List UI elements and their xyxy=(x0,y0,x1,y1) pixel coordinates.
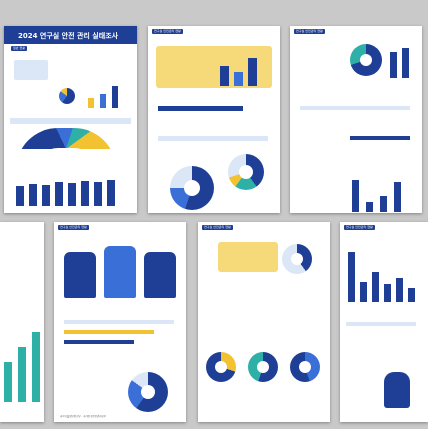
progress-row xyxy=(158,136,268,141)
infographic-page-5: 연구실 안전관리 현황 과학기술정보통신부 · 국가연구안전관리본부 xyxy=(54,222,186,422)
infographic-page-3: 연구실 안전관리 현황 xyxy=(290,26,422,213)
flask-3 xyxy=(144,252,176,298)
flask-illustration xyxy=(384,372,410,408)
hbar-row xyxy=(350,136,410,140)
section-1-illustration xyxy=(14,60,48,80)
bar xyxy=(366,202,373,212)
page-header: 연구실 안전관리 현황 xyxy=(152,29,183,34)
top-bars xyxy=(346,242,426,302)
bar xyxy=(220,66,229,86)
hbar-row xyxy=(64,320,174,324)
bar xyxy=(248,58,257,86)
page-header: 연구실 안전관리 현황 xyxy=(294,29,325,34)
infographic-page-7: 연구실 안전관리 현황 xyxy=(340,222,428,422)
bar xyxy=(81,181,89,206)
gauge-hole xyxy=(291,253,303,265)
section-2-band xyxy=(10,118,131,124)
speech-bubble xyxy=(218,242,278,272)
survey-tag: 일반 현황 xyxy=(11,46,27,51)
title-banner xyxy=(4,26,137,44)
bar xyxy=(16,186,24,206)
bar xyxy=(348,252,355,302)
bar xyxy=(396,278,403,302)
bar xyxy=(42,185,50,206)
bar xyxy=(100,94,106,108)
flask-1 xyxy=(64,252,96,298)
main-title: 2024 연구실 안전 관리 실태조사 xyxy=(18,32,119,40)
infographic-page-1: 2024 연구실 안전 관리 실태조사 일반 현황 xyxy=(4,26,137,213)
bar xyxy=(408,288,415,302)
bar xyxy=(94,182,102,206)
donut-1-hole xyxy=(215,361,227,373)
bar xyxy=(112,86,118,108)
bar xyxy=(384,284,391,302)
hbar-row xyxy=(64,330,154,334)
hbar-row xyxy=(300,106,410,110)
section-1-pie xyxy=(59,88,75,104)
section-2-half-hole xyxy=(36,148,96,170)
bar xyxy=(394,182,401,212)
flask-2 xyxy=(104,246,136,298)
bar xyxy=(352,180,359,212)
infographic-page-6: 연구실 안전관리 현황 xyxy=(198,222,330,422)
section-1-bars xyxy=(84,84,129,108)
infographic-page-2: 연구실 안전관리 현황 xyxy=(148,26,280,213)
footer-logo: 과학기술정보통신부 · 국가연구안전관리본부 xyxy=(60,415,107,418)
bar xyxy=(234,72,243,86)
infographic-page-4 xyxy=(0,222,44,422)
hbar-row xyxy=(64,340,134,344)
bar xyxy=(32,332,40,402)
bottom-donut-hole xyxy=(141,385,155,399)
bar xyxy=(55,182,63,206)
donut-2-hole xyxy=(257,361,269,373)
stacked-bars xyxy=(0,322,44,402)
bar xyxy=(402,48,409,78)
bar xyxy=(107,180,115,206)
bar xyxy=(380,196,387,212)
right-donut-hole xyxy=(239,165,253,179)
hbar-row xyxy=(346,322,416,326)
bottom-donut-hole xyxy=(184,180,200,196)
page-header: 연구실 안전관리 현황 xyxy=(58,225,89,230)
bottom-bars xyxy=(350,176,416,212)
top-right-bars xyxy=(388,46,418,78)
donut-3-hole xyxy=(299,361,311,373)
section-3-bars xyxy=(14,176,129,206)
bar xyxy=(4,362,12,402)
bar xyxy=(18,347,26,402)
page-header: 연구실 안전관리 현황 xyxy=(202,225,233,230)
bar xyxy=(29,184,37,206)
top-bars xyxy=(218,52,268,86)
progress-row xyxy=(158,106,243,111)
bar xyxy=(88,98,94,108)
page-header: 연구실 안전관리 현황 xyxy=(344,225,375,230)
bar xyxy=(372,272,379,302)
bar xyxy=(390,52,397,78)
bar xyxy=(68,183,76,206)
bar xyxy=(360,282,367,302)
top-donut-hole xyxy=(360,54,372,66)
